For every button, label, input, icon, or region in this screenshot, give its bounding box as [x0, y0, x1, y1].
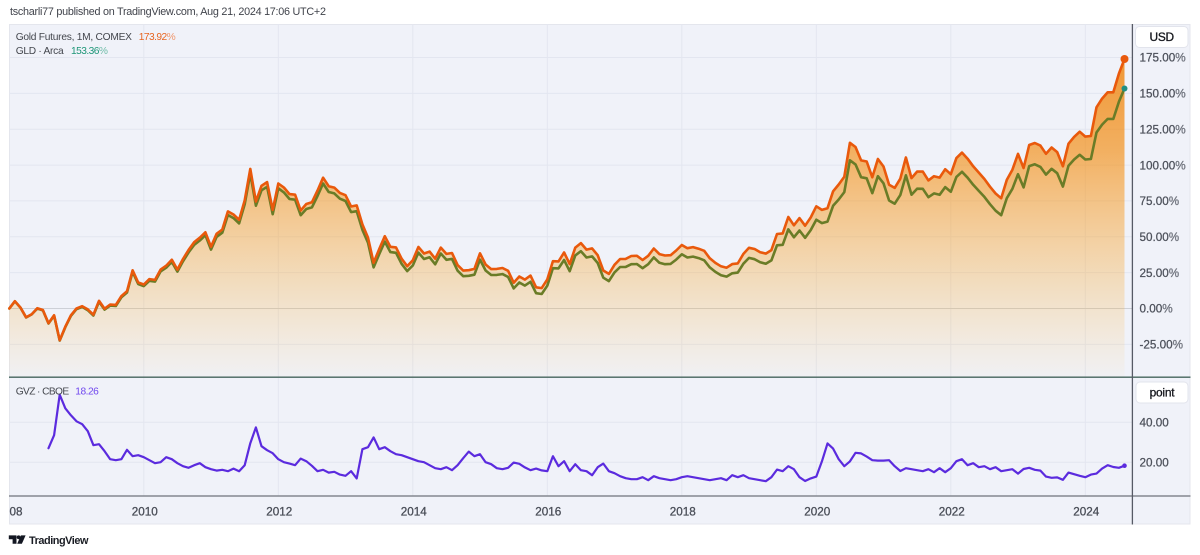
svg-text:2010: 2010	[132, 505, 159, 518]
svg-text:50.00%: 50.00%	[1140, 231, 1180, 244]
svg-text:2018: 2018	[670, 505, 696, 518]
svg-text:153.36%: 153.36%	[71, 46, 108, 57]
svg-text:2020: 2020	[804, 505, 831, 518]
svg-text:125.00%: 125.00%	[1140, 123, 1186, 136]
svg-text:100.00%: 100.00%	[1140, 159, 1186, 172]
svg-text:173.92%: 173.92%	[139, 32, 176, 43]
svg-text:75.00%: 75.00%	[1140, 195, 1180, 208]
svg-text:2014: 2014	[401, 505, 428, 518]
svg-text:USD: USD	[1149, 30, 1174, 44]
svg-text:150.00%: 150.00%	[1140, 88, 1186, 101]
svg-text:Gold Futures, 1M, COMEX: Gold Futures, 1M, COMEX	[16, 32, 132, 43]
svg-text:2024: 2024	[1073, 505, 1100, 518]
svg-text:20.00: 20.00	[1140, 456, 1170, 469]
svg-text:tscharli77 published on Tradin: tscharli77 published on TradingView.com,…	[10, 6, 326, 18]
svg-text:2022: 2022	[939, 505, 965, 518]
svg-text:2012: 2012	[266, 505, 292, 518]
svg-text:08: 08	[9, 505, 22, 518]
svg-text:40.00: 40.00	[1140, 416, 1170, 429]
svg-text:18.26: 18.26	[75, 387, 99, 398]
svg-text:2016: 2016	[535, 505, 561, 518]
svg-text:-25.00%: -25.00%	[1140, 339, 1184, 352]
svg-text:point: point	[1150, 386, 1176, 400]
svg-text:GLD · Arca: GLD · Arca	[16, 46, 64, 57]
svg-text:GVZ · CBOE: GVZ · CBOE	[16, 387, 70, 398]
svg-text:175.00%: 175.00%	[1140, 52, 1186, 65]
svg-text:TradingView: TradingView	[29, 535, 89, 547]
svg-text:0.00%: 0.00%	[1140, 303, 1173, 316]
svg-text:25.00%: 25.00%	[1140, 267, 1180, 280]
